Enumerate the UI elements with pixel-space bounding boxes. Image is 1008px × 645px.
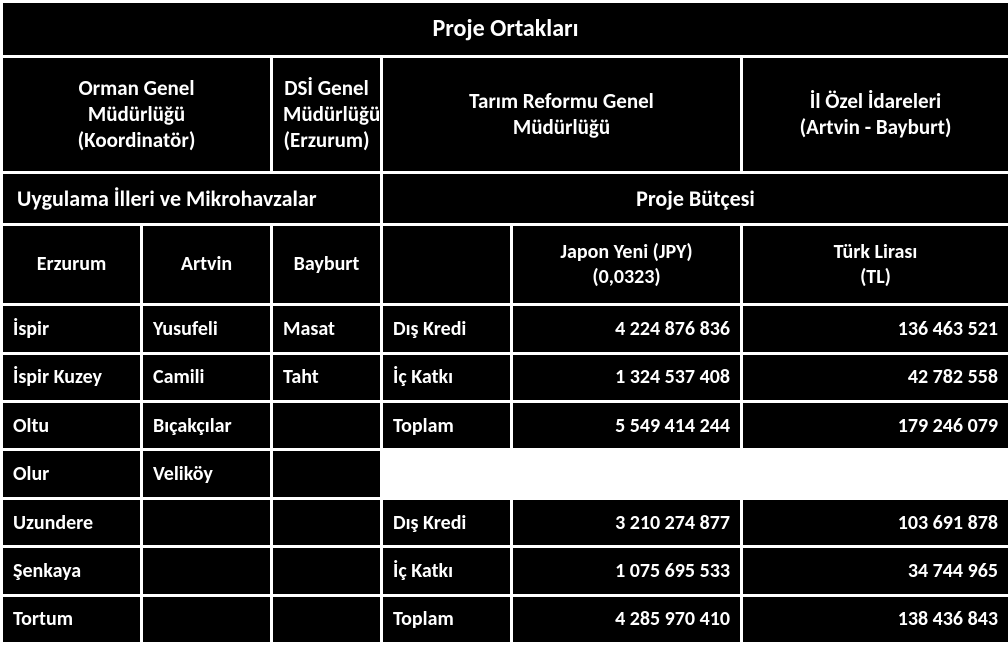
table-row: Şenkaya İç Katkı 1 075 695 533 34 744 96… <box>2 547 1008 595</box>
cell-artvin: Yusufeli <box>142 305 272 353</box>
cell-bayburt <box>272 547 382 595</box>
cell-jpy: 5 549 414 244 <box>512 402 742 450</box>
cell-tl: 34 744 965 <box>742 547 1008 595</box>
cell-bayburt: Taht <box>272 353 382 401</box>
col-artvin: Artvin <box>142 224 272 305</box>
table-row: Olur Veliköy <box>2 450 1008 498</box>
cell-jpy: 1 324 537 408 <box>512 353 742 401</box>
cell-bayburt <box>272 595 382 643</box>
cell-artvin <box>142 547 272 595</box>
cell-budget-label: İç Katkı <box>382 547 512 595</box>
cell-tl: 179 246 079 <box>742 402 1008 450</box>
section-row: Uygulama İlleri ve Mikrohavzalar Proje B… <box>2 172 1008 224</box>
cell-tl: 138 436 843 <box>742 595 1008 643</box>
col-erzurum: Erzurum <box>2 224 142 305</box>
cell-budget-label: Toplam <box>382 402 512 450</box>
table-row: İspir Kuzey Camili Taht İç Katkı 1 324 5… <box>2 353 1008 401</box>
cell-bayburt <box>272 450 382 498</box>
cell-artvin: Veliköy <box>142 450 272 498</box>
cell-budget-label: Dış Kredi <box>382 305 512 353</box>
cell-erzurum: Tortum <box>2 595 142 643</box>
partner-cell: İl Özel İdareleri(Artvin - Bayburt) <box>742 56 1008 172</box>
col-jpy: Japon Yeni (JPY)(0,0323) <box>512 224 742 305</box>
cell-artvin <box>142 595 272 643</box>
section-right: Proje Bütçesi <box>382 172 1008 224</box>
cell-artvin <box>142 498 272 546</box>
cell-jpy: 3 210 274 877 <box>512 498 742 546</box>
cell-bayburt: Masat <box>272 305 382 353</box>
cell-jpy: 4 285 970 410 <box>512 595 742 643</box>
cell-tl: 136 463 521 <box>742 305 1008 353</box>
col-tl: Türk Lirası(TL) <box>742 224 1008 305</box>
cell-bayburt <box>272 402 382 450</box>
cell-erzurum: Şenkaya <box>2 547 142 595</box>
cell-budget-label: Dış Kredi <box>382 498 512 546</box>
cell-jpy: 1 075 695 533 <box>512 547 742 595</box>
col-budget-label <box>382 224 512 305</box>
cell-artvin: Bıçakçılar <box>142 402 272 450</box>
cell-artvin: Camili <box>142 353 272 401</box>
section-left: Uygulama İlleri ve Mikrohavzalar <box>2 172 382 224</box>
cell-erzurum: İspir Kuzey <box>2 353 142 401</box>
title-row: Proje Ortakları <box>2 2 1008 57</box>
table-row: İspir Yusufeli Masat Dış Kredi 4 224 876… <box>2 305 1008 353</box>
project-table: Proje Ortakları Orman GenelMüdürlüğü(Koo… <box>0 0 1008 645</box>
cell-tl: 103 691 878 <box>742 498 1008 546</box>
column-headers: Erzurum Artvin Bayburt Japon Yeni (JPY)(… <box>2 224 1008 305</box>
cell-erzurum: Uzundere <box>2 498 142 546</box>
cell-tl: 42 782 558 <box>742 353 1008 401</box>
cell-erzurum: İspir <box>2 305 142 353</box>
table-row: Uzundere Dış Kredi 3 210 274 877 103 691… <box>2 498 1008 546</box>
cell-erzurum: Olur <box>2 450 142 498</box>
cell-budget-label: Toplam <box>382 595 512 643</box>
table-row: Oltu Bıçakçılar Toplam 5 549 414 244 179… <box>2 402 1008 450</box>
cell-jpy: 4 224 876 836 <box>512 305 742 353</box>
cell-budget-label: İç Katkı <box>382 353 512 401</box>
table-title: Proje Ortakları <box>2 2 1008 57</box>
partner-cell: Tarım Reformu GenelMüdürlüğü <box>382 56 742 172</box>
partner-cell: DSİ GenelMüdürlüğü(Erzurum) <box>272 56 382 172</box>
cell-erzurum: Oltu <box>2 402 142 450</box>
col-bayburt: Bayburt <box>272 224 382 305</box>
partners-row: Orman GenelMüdürlüğü(Koordinatör) DSİ Ge… <box>2 56 1008 172</box>
partner-cell: Orman GenelMüdürlüğü(Koordinatör) <box>2 56 272 172</box>
cell-bayburt <box>272 498 382 546</box>
gap-cell <box>382 450 1008 498</box>
table-row: Tortum Toplam 4 285 970 410 138 436 843 <box>2 595 1008 643</box>
